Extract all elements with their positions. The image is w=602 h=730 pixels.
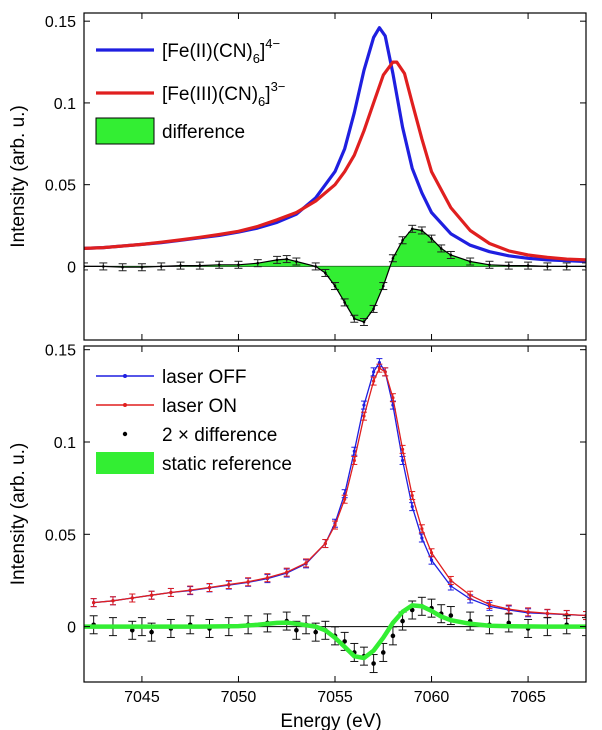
laser-on-point bbox=[150, 594, 153, 597]
laser-on-point bbox=[469, 594, 472, 597]
top-panel: 0 0.05 0.1 0.15 Intensity (arb. u.) [Fe(II)(C… bbox=[8, 13, 590, 340]
legend-label-main: [Fe(II)(CN) bbox=[162, 41, 253, 62]
legend-label: [Fe(III)(CN)6]3− bbox=[162, 79, 285, 109]
legend-label: 2 × difference bbox=[162, 425, 277, 446]
difference-point bbox=[149, 630, 154, 635]
laser-on-point bbox=[546, 612, 549, 615]
legend-subscript: 6 bbox=[258, 94, 265, 109]
legend-subscript: 6 bbox=[253, 51, 260, 66]
y-tick-label: 0.1 bbox=[54, 96, 76, 113]
laser-on-point bbox=[247, 580, 250, 583]
bottom-panel: 0 0.05 0.1 0.15 7045 7050 7055 7060 7065 Energy (… bbox=[8, 343, 590, 730]
laser-off-point bbox=[372, 370, 375, 373]
x-tick-label: 7055 bbox=[317, 689, 353, 706]
laser-on-point bbox=[169, 591, 172, 594]
laser-on-point bbox=[384, 370, 387, 373]
legend-swatch-difference bbox=[96, 118, 154, 144]
legend-marker bbox=[123, 374, 127, 378]
laser-on-point bbox=[526, 610, 529, 613]
laser-on-point bbox=[208, 586, 211, 589]
difference-point bbox=[313, 630, 318, 635]
laser-on-point bbox=[304, 561, 307, 564]
x-tick-label: 7060 bbox=[414, 689, 450, 706]
difference-point bbox=[391, 634, 396, 639]
legend-label: difference bbox=[162, 122, 245, 143]
laser-on-point bbox=[391, 396, 394, 399]
laser-on-point bbox=[92, 601, 95, 604]
y-tick-label: 0 bbox=[67, 620, 76, 637]
fe-ii-cn-6-4-line bbox=[84, 28, 586, 262]
laser-on-point bbox=[362, 415, 365, 418]
legend-label-main: difference bbox=[162, 122, 245, 143]
laser-on-point bbox=[227, 583, 230, 586]
difference-point bbox=[294, 628, 299, 633]
x-tick-label: 7050 bbox=[221, 689, 257, 706]
y-tick-label: 0 bbox=[67, 259, 76, 276]
laser-on-point bbox=[449, 579, 452, 582]
legend-superscript: 4− bbox=[265, 36, 280, 51]
laser-off-point bbox=[430, 559, 433, 562]
laser-on-point bbox=[507, 607, 510, 610]
laser-on-point bbox=[372, 379, 375, 382]
axes-frame bbox=[84, 13, 586, 340]
legend-label: [Fe(II)(CN)6]4− bbox=[162, 36, 280, 66]
plot-area bbox=[84, 359, 590, 673]
plot-area bbox=[80, 28, 590, 326]
legend-marker bbox=[123, 432, 127, 436]
laser-on-point bbox=[401, 448, 404, 451]
laser-off-point bbox=[420, 536, 423, 539]
laser-on-point bbox=[189, 588, 192, 591]
laser-on-point bbox=[343, 498, 346, 501]
legend-swatch-static-reference bbox=[96, 452, 154, 474]
fe-iii-cn-6-3-line bbox=[84, 62, 586, 260]
y-axis-label: Intensity (arb. u.) bbox=[8, 105, 29, 248]
legend-label: static reference bbox=[162, 454, 292, 475]
laser-on-point bbox=[488, 603, 491, 606]
laser-on-point bbox=[266, 576, 269, 579]
y-tick-label: 0.15 bbox=[45, 343, 76, 360]
difference-point bbox=[400, 619, 405, 624]
legend-label-main: [Fe(III)(CN) bbox=[162, 84, 258, 105]
legend-label: laser OFF bbox=[162, 367, 246, 388]
legend-superscript: 3− bbox=[271, 79, 286, 94]
y-axis-label: Intensity (arb. u.) bbox=[8, 443, 29, 586]
laser-on-point bbox=[111, 599, 114, 602]
y-tick-label: 0.1 bbox=[54, 435, 76, 452]
y-tick-label: 0.05 bbox=[45, 527, 76, 544]
laser-off-point bbox=[362, 403, 365, 406]
legend-label: laser ON bbox=[162, 396, 237, 417]
difference-point bbox=[449, 613, 454, 618]
laser-on-point bbox=[420, 527, 423, 530]
x-tick-label: 7065 bbox=[510, 689, 546, 706]
laser-on-point bbox=[378, 367, 381, 370]
legend: laser OFF laser ON 2 × difference static re… bbox=[96, 367, 292, 475]
laser-off-point bbox=[401, 459, 404, 462]
difference-point bbox=[381, 650, 386, 655]
legend-marker bbox=[123, 403, 127, 407]
laser-on-point bbox=[333, 523, 336, 526]
x-tick-label: 7045 bbox=[124, 689, 160, 706]
legend: [Fe(II)(CN)6]4− [Fe(III)(CN)6]3− differenc… bbox=[96, 36, 285, 144]
difference-point bbox=[371, 661, 376, 666]
laser-off-point bbox=[411, 505, 414, 508]
laser-on-point bbox=[324, 542, 327, 545]
laser-on-point bbox=[353, 459, 356, 462]
y-tick-label: 0.15 bbox=[45, 14, 76, 31]
x-axis-label: Energy (eV) bbox=[280, 711, 381, 730]
laser-on-point bbox=[285, 571, 288, 574]
laser-on-point bbox=[411, 494, 414, 497]
laser-on-point bbox=[430, 551, 433, 554]
laser-on-point bbox=[131, 596, 134, 599]
y-tick-label: 0.05 bbox=[45, 178, 76, 195]
